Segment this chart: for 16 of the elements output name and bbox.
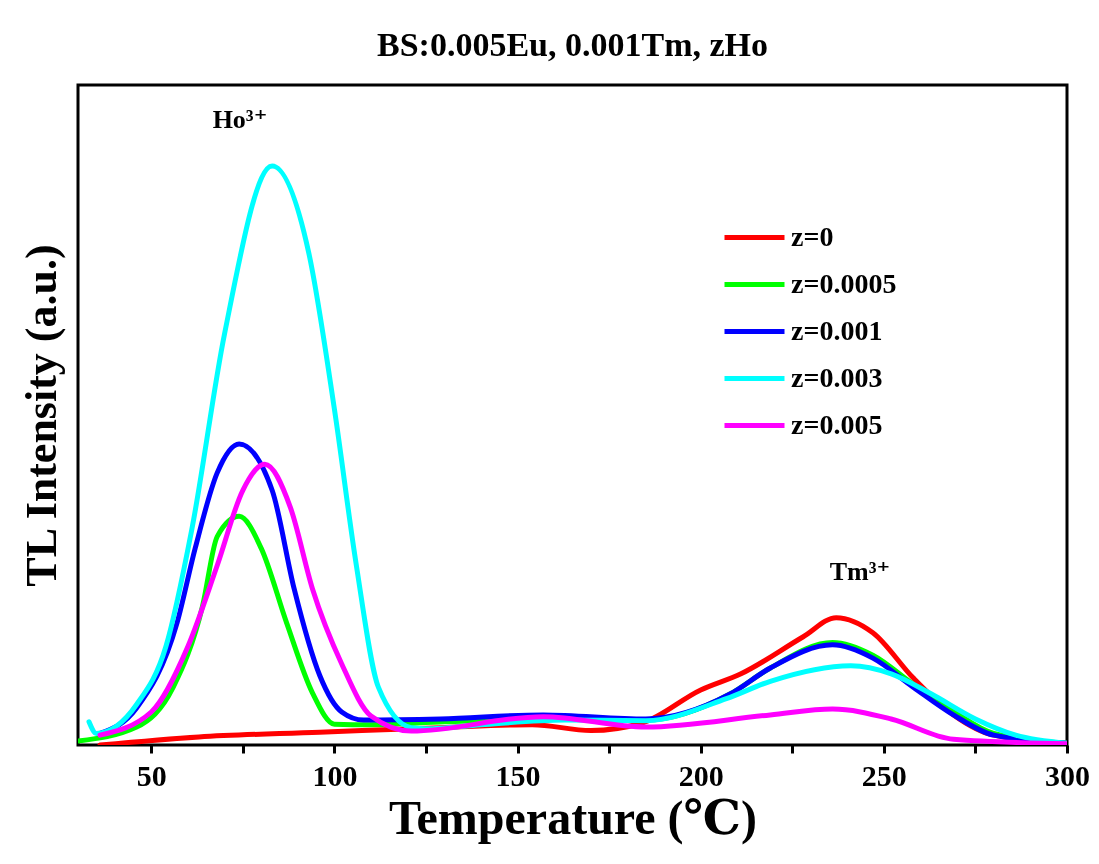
y-axis-title: TL Intensity (a.u.) — [16, 244, 66, 587]
legend-label: z=0.0005 — [791, 267, 897, 299]
legend-label: z=0 — [791, 220, 834, 252]
chart-title: BS:0.005Eu, 0.001Tm, zHo — [376, 26, 769, 63]
x-tick-label: 200 — [678, 758, 724, 792]
text: Ho³⁺ — [212, 105, 268, 134]
x-tick-label: 50 — [136, 758, 167, 792]
x-tick-label: 300 — [1045, 758, 1090, 792]
annotation: Tm³⁺ — [829, 557, 891, 586]
legend-label: z=0.003 — [791, 361, 883, 393]
x-tick-label: 150 — [495, 758, 541, 792]
legend-label: z=0.005 — [791, 408, 883, 440]
x-tick-label: 100 — [312, 758, 358, 792]
x-tick-label: 250 — [861, 758, 907, 792]
x-axis-title: Temperature (℃) — [388, 790, 758, 845]
legend-label: z=0.001 — [791, 314, 883, 346]
